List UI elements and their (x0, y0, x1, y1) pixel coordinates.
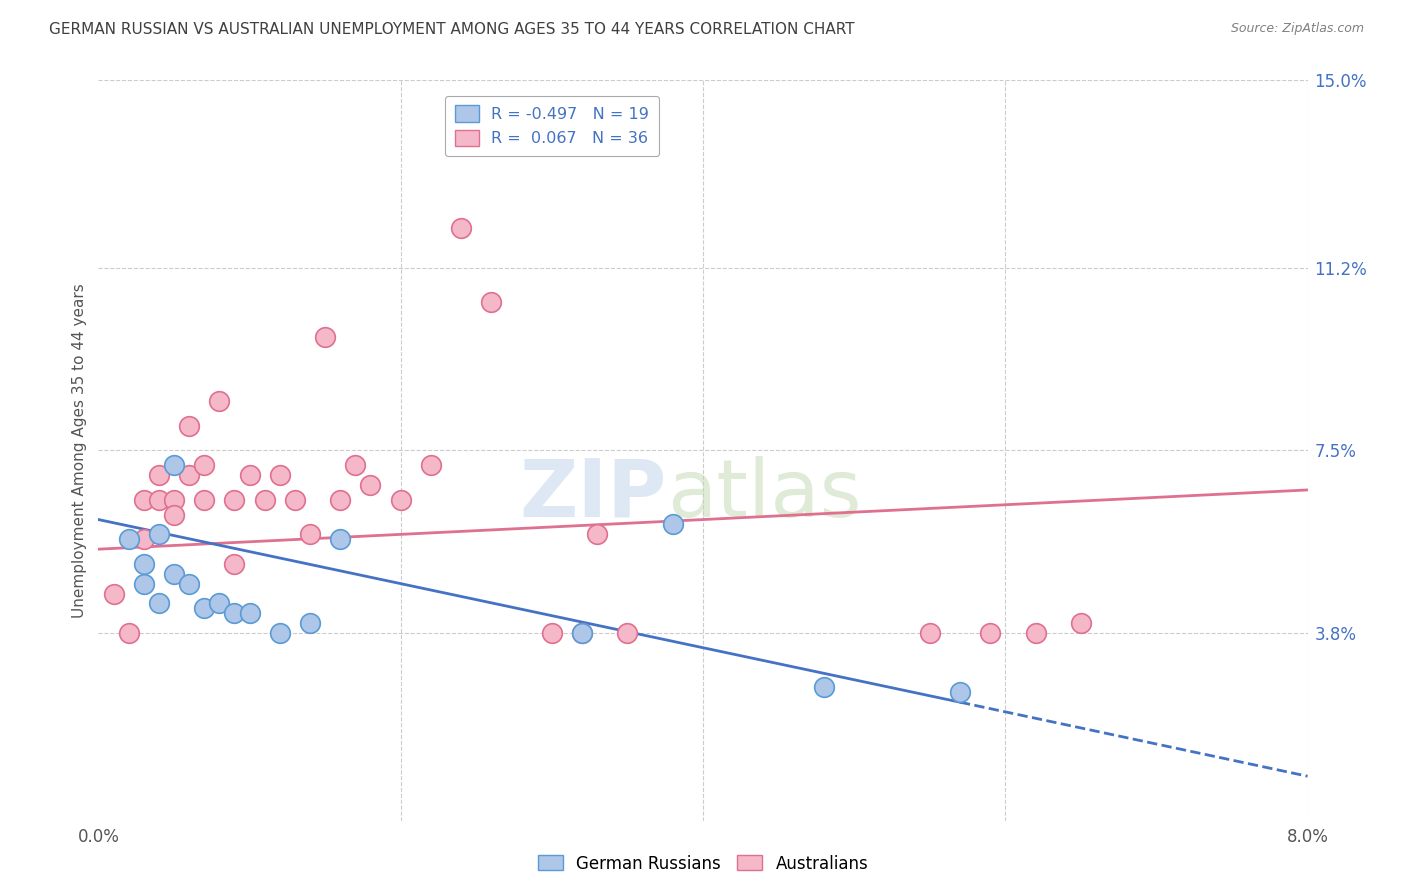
Legend: R = -0.497   N = 19, R =  0.067   N = 36: R = -0.497 N = 19, R = 0.067 N = 36 (444, 95, 659, 156)
Point (163, 566, 186, 581)
Point (148, 492, 170, 507)
Text: Source: ZipAtlas.com: Source: ZipAtlas.com (1230, 22, 1364, 36)
Point (132, 492, 155, 507)
Point (118, 626, 141, 640)
Point (193, 458, 215, 473)
Point (208, 394, 231, 409)
Point (450, 221, 472, 235)
Point (118, 533, 141, 547)
Text: atlas: atlas (666, 456, 860, 534)
Point (148, 597, 170, 611)
Point (193, 601, 215, 615)
Point (179, 418, 201, 433)
Point (299, 527, 322, 541)
Point (148, 468, 170, 483)
Point (224, 492, 246, 507)
Point (163, 458, 186, 473)
Point (586, 527, 609, 541)
Point (329, 533, 352, 547)
Point (389, 492, 412, 507)
Legend: German Russians, Australians: German Russians, Australians (531, 848, 875, 880)
Point (661, 517, 683, 532)
Point (193, 492, 215, 507)
Point (269, 626, 291, 640)
Point (344, 458, 367, 473)
Point (420, 458, 443, 473)
Point (269, 468, 291, 483)
Point (481, 295, 503, 310)
Point (132, 533, 155, 547)
Point (179, 468, 201, 483)
Point (918, 626, 941, 640)
Point (813, 681, 835, 695)
Point (314, 330, 336, 344)
Point (571, 626, 593, 640)
Point (179, 576, 201, 591)
Point (239, 607, 262, 621)
Point (208, 597, 231, 611)
Point (1070, 616, 1092, 631)
Point (224, 557, 246, 571)
Point (616, 626, 638, 640)
Y-axis label: Unemployment Among Ages 35 to 44 years: Unemployment Among Ages 35 to 44 years (72, 283, 87, 618)
Point (329, 492, 352, 507)
Point (132, 557, 155, 571)
Text: ZIP: ZIP (519, 456, 666, 534)
Point (360, 478, 382, 492)
Point (163, 492, 186, 507)
Point (239, 468, 262, 483)
Point (253, 492, 276, 507)
Point (540, 626, 562, 640)
Point (949, 685, 972, 699)
Point (284, 492, 307, 507)
Point (979, 626, 1001, 640)
Point (163, 508, 186, 522)
Point (103, 586, 125, 600)
Point (148, 527, 170, 541)
Point (299, 616, 322, 631)
Point (132, 576, 155, 591)
Text: GERMAN RUSSIAN VS AUSTRALIAN UNEMPLOYMENT AMONG AGES 35 TO 44 YEARS CORRELATION : GERMAN RUSSIAN VS AUSTRALIAN UNEMPLOYMEN… (49, 22, 855, 37)
Point (571, 626, 593, 640)
Point (1025, 626, 1047, 640)
Point (224, 607, 246, 621)
